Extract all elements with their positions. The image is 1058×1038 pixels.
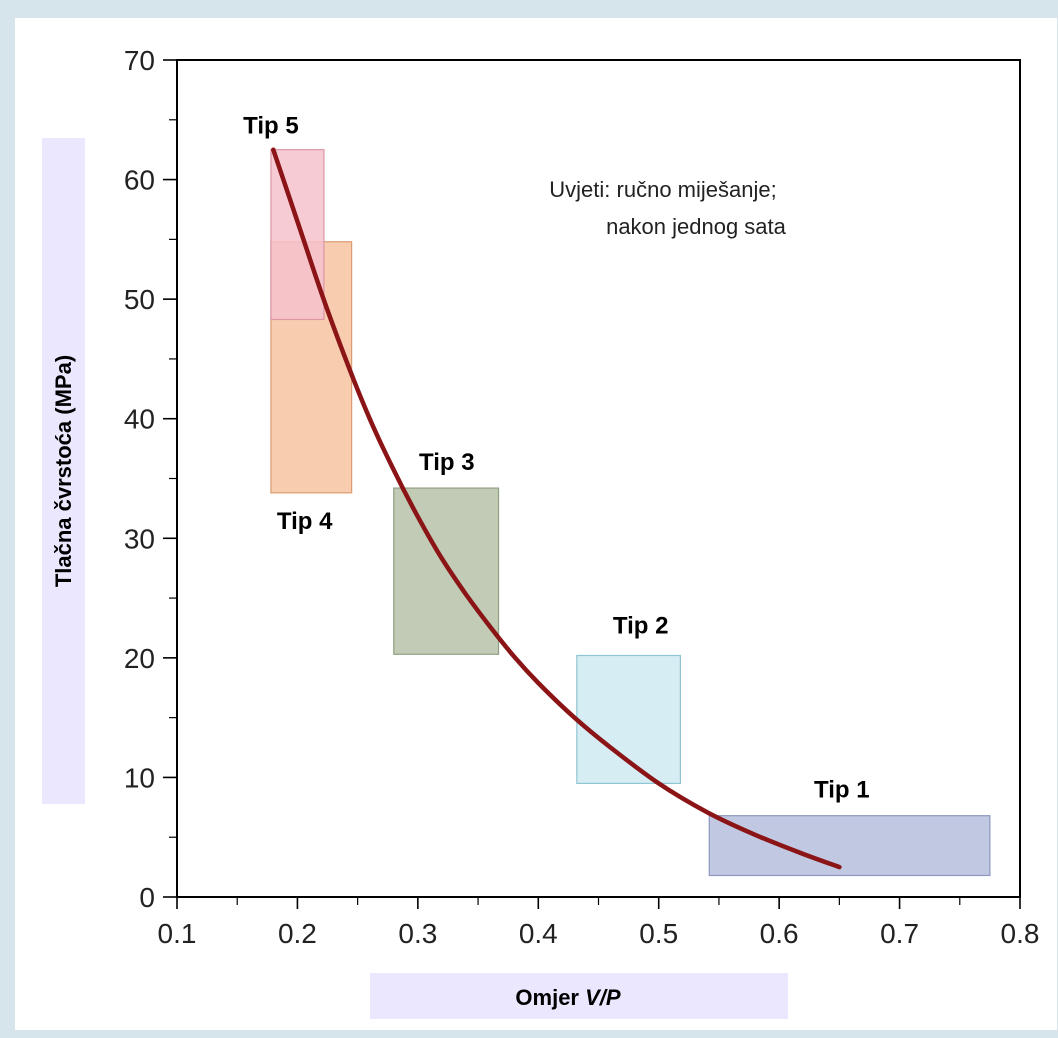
annotation-line-1: Uvjeti: ručno miješanje; [549, 177, 776, 202]
region-label-tip-3: Tip 3 [419, 449, 475, 476]
x-tick-label-2: 0.3 [398, 918, 437, 949]
y-axis-label: Tlačna čvrstoća (MPa) [51, 355, 76, 587]
region-tip-1 [708, 815, 991, 877]
ylabel-highlight [42, 138, 85, 804]
x-tick-label-1: 0.2 [278, 918, 317, 949]
region-tip-5 [270, 149, 325, 321]
x-tick-label-3: 0.4 [519, 918, 558, 949]
x-tick-label-7: 0.8 [1001, 918, 1040, 949]
plot-frame-background [15, 18, 1057, 1030]
labels-layer: Tip 1 Tip 2 Tip 3 Tip 4 Tip 5 0.1 0.2 0.3 0.4 0.5… [124, 45, 1040, 949]
region-label-tip-5: Tip 5 [243, 113, 299, 140]
x-axis-label: Omjer V/P [515, 985, 620, 1010]
y-tick-label-4: 40 [124, 404, 155, 435]
y-tick-label-5: 50 [124, 284, 155, 315]
region-label-tip-2: Tip 2 [613, 612, 669, 639]
x-axis-label-ratio: V/P [585, 985, 621, 1010]
y-tick-label-0: 0 [139, 882, 155, 913]
curve-layer [271, 147, 842, 870]
regions-layer [270, 149, 991, 877]
y-tick-label-3: 30 [124, 523, 155, 554]
y-tick-label-2: 20 [124, 643, 155, 674]
x-tick-label-6: 0.7 [880, 918, 919, 949]
strength-curve [271, 147, 842, 870]
ticks-layer [163, 59, 1021, 909]
y-tick-label-1: 10 [124, 762, 155, 793]
x-tick-label-4: 0.5 [639, 918, 678, 949]
x-tick-label-0: 0.1 [158, 918, 197, 949]
y-tick-label-7: 70 [124, 45, 155, 76]
region-tip-3 [393, 487, 500, 655]
annotation-line-2: nakon jednog sata [606, 214, 787, 239]
xlabel-highlight [370, 973, 788, 1019]
x-axis-label-prefix: Omjer [515, 985, 585, 1010]
region-label-tip-4: Tip 4 [277, 508, 333, 535]
y-tick-label-6: 60 [124, 165, 155, 196]
region-label-tip-1: Tip 1 [814, 777, 870, 804]
x-tick-label-5: 0.6 [760, 918, 799, 949]
